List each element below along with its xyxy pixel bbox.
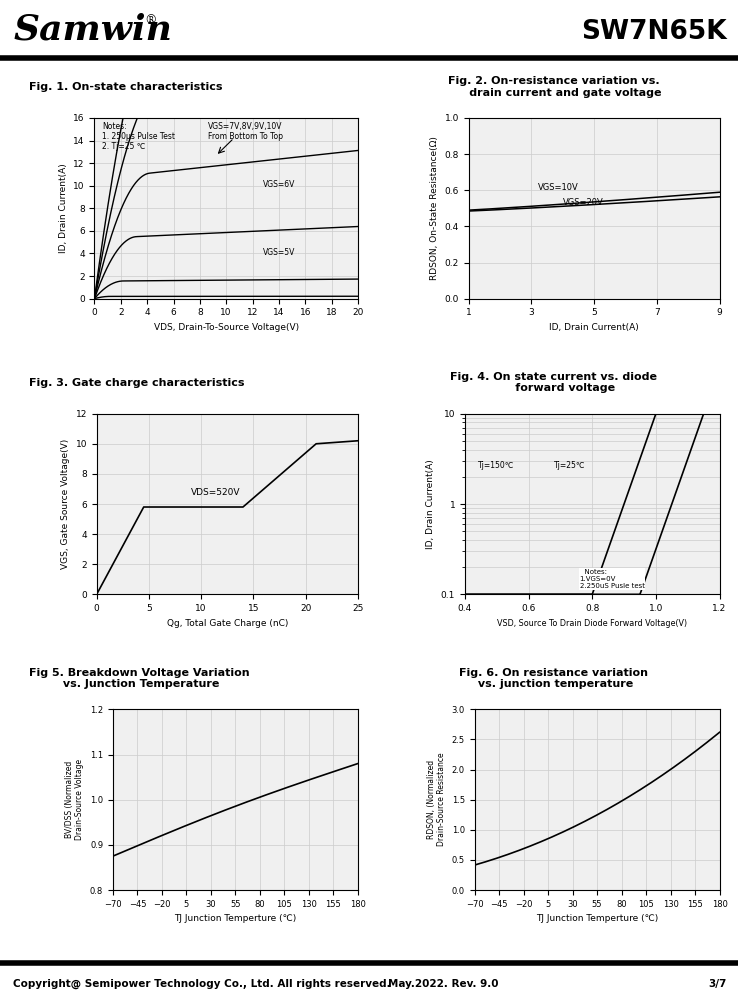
X-axis label: Qg, Total Gate Charge (nC): Qg, Total Gate Charge (nC): [167, 619, 288, 628]
Text: Tj=150℃: Tj=150℃: [477, 461, 514, 470]
Text: VGS=5V: VGS=5V: [263, 248, 295, 257]
X-axis label: TJ Junction Temperture (℃): TJ Junction Temperture (℃): [174, 914, 297, 923]
Text: Notes:
1. 250μs Pulse Test
2. Tj=25 ℃: Notes: 1. 250μs Pulse Test 2. Tj=25 ℃: [103, 122, 176, 151]
Text: Fig. 2. On-resistance variation vs.
      drain current and gate voltage: Fig. 2. On-resistance variation vs. drai…: [446, 76, 661, 98]
Text: SW7N65K: SW7N65K: [582, 19, 727, 45]
Y-axis label: BV/DSS (Normalized
Drain-Source Voltage: BV/DSS (Normalized Drain-Source Voltage: [65, 759, 84, 840]
Text: Fig. 3. Gate charge characteristics: Fig. 3. Gate charge characteristics: [30, 378, 245, 388]
Text: Fig. 6. On resistance variation
 vs. junction temperature: Fig. 6. On resistance variation vs. junc…: [459, 668, 648, 689]
Y-axis label: ID, Drain Current(A): ID, Drain Current(A): [427, 459, 435, 549]
Y-axis label: RDSON, (Normalized
Drain-Source Resistance: RDSON, (Normalized Drain-Source Resistan…: [427, 753, 446, 846]
Text: VGS=20V: VGS=20V: [562, 198, 604, 207]
Text: ®: ®: [144, 14, 156, 27]
Y-axis label: ID, Drain Current(A): ID, Drain Current(A): [59, 163, 68, 253]
Text: 3/7: 3/7: [708, 979, 727, 989]
X-axis label: VSD, Source To Drain Diode Forward Voltage(V): VSD, Source To Drain Diode Forward Volta…: [497, 619, 687, 628]
Text: Copyright@ Semipower Technology Co., Ltd. All rights reserved.: Copyright@ Semipower Technology Co., Ltd…: [13, 979, 391, 989]
Y-axis label: VGS, Gate Source Voltage(V): VGS, Gate Source Voltage(V): [61, 439, 70, 569]
Text: VGS=10V: VGS=10V: [537, 183, 579, 192]
X-axis label: TJ Junction Temperture (℃): TJ Junction Temperture (℃): [536, 914, 658, 923]
Text: VGS=7V,8V,9V,10V
From Bottom To Top: VGS=7V,8V,9V,10V From Bottom To Top: [208, 122, 283, 141]
Text: May.2022. Rev. 9.0: May.2022. Rev. 9.0: [387, 979, 498, 989]
Text: Notes:
1.VGS=0V
2.250uS Pusle test: Notes: 1.VGS=0V 2.250uS Pusle test: [579, 569, 644, 589]
Text: VDS=520V: VDS=520V: [190, 488, 241, 497]
X-axis label: VDS, Drain-To-Source Voltage(V): VDS, Drain-To-Source Voltage(V): [154, 323, 299, 332]
Text: VGS=6V: VGS=6V: [263, 180, 295, 189]
Text: Fig 5. Breakdown Voltage Variation
 vs. Junction Temperature: Fig 5. Breakdown Voltage Variation vs. J…: [30, 668, 249, 689]
X-axis label: ID, Drain Current(A): ID, Drain Current(A): [549, 323, 639, 332]
Text: Samwin: Samwin: [13, 13, 172, 47]
Text: Fig. 4. On state current vs. diode
      forward voltage: Fig. 4. On state current vs. diode forwa…: [450, 372, 657, 393]
Y-axis label: RDSON, On-State Resistance(Ω): RDSON, On-State Resistance(Ω): [430, 136, 439, 280]
Text: Fig. 1. On-state characteristics: Fig. 1. On-state characteristics: [30, 82, 223, 92]
Text: Tj=25℃: Tj=25℃: [554, 461, 585, 470]
